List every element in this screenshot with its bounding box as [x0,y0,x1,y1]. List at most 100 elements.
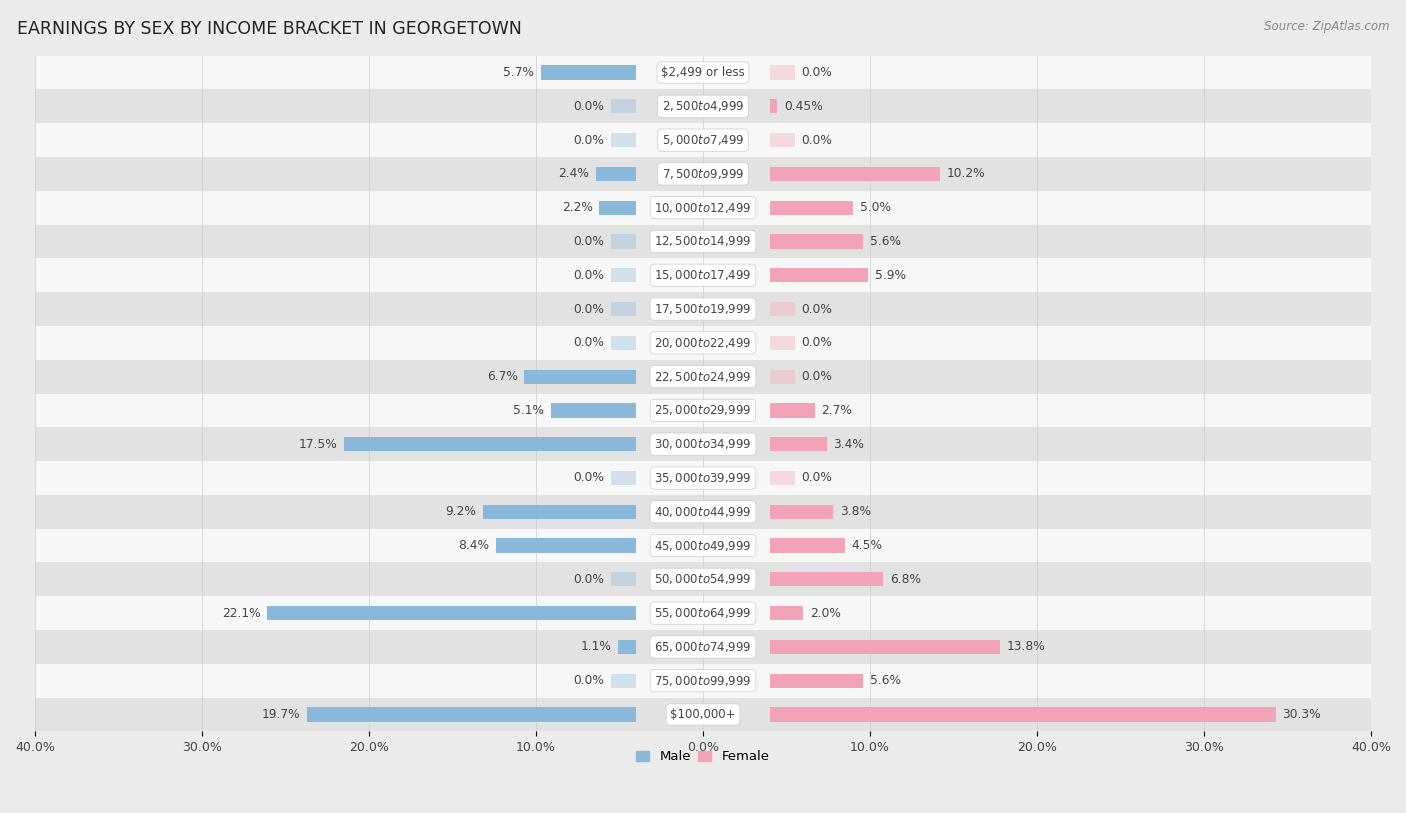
Bar [770,370,794,384]
Text: $2,500 to $4,999: $2,500 to $4,999 [662,99,744,113]
Text: 4.5%: 4.5% [852,539,883,552]
Text: 19.7%: 19.7% [262,708,301,721]
Text: 0.0%: 0.0% [574,133,605,146]
Text: $55,000 to $64,999: $55,000 to $64,999 [654,606,752,620]
Bar [35,461,1371,495]
Bar [770,268,869,282]
Bar [612,234,636,249]
Text: $30,000 to $34,999: $30,000 to $34,999 [654,437,752,451]
Bar [496,538,636,553]
Bar [770,606,803,620]
Bar [770,640,1000,654]
Bar [524,370,636,384]
Text: 6.8%: 6.8% [890,573,921,586]
Text: 5.0%: 5.0% [860,201,891,214]
Text: $7,500 to $9,999: $7,500 to $9,999 [662,167,744,181]
Text: 0.0%: 0.0% [574,674,605,687]
Text: 9.2%: 9.2% [444,505,475,518]
Text: 5.7%: 5.7% [503,66,534,79]
Bar [541,66,636,80]
Bar [770,538,845,553]
Bar [612,674,636,688]
Bar [612,99,636,114]
Text: 0.0%: 0.0% [801,66,832,79]
Text: $65,000 to $74,999: $65,000 to $74,999 [654,640,752,654]
Legend: Male, Female: Male, Female [631,746,775,769]
Text: 2.7%: 2.7% [821,404,852,417]
Text: 8.4%: 8.4% [458,539,489,552]
Text: 5.6%: 5.6% [870,674,901,687]
Bar [770,66,794,80]
Text: $50,000 to $54,999: $50,000 to $54,999 [654,572,752,586]
Bar [612,302,636,316]
Bar [612,471,636,485]
Text: 0.0%: 0.0% [574,100,605,113]
Bar [770,99,778,114]
Bar [35,224,1371,259]
Text: 0.0%: 0.0% [801,133,832,146]
Bar [482,505,636,519]
Bar [344,437,636,451]
Text: $17,500 to $19,999: $17,500 to $19,999 [654,302,752,316]
Bar [267,606,636,620]
Bar [770,201,853,215]
Text: 5.6%: 5.6% [870,235,901,248]
Bar [35,191,1371,224]
Bar [599,201,636,215]
Text: 0.0%: 0.0% [574,337,605,350]
Bar [770,336,794,350]
Text: 3.4%: 3.4% [834,437,865,450]
Text: 10.2%: 10.2% [946,167,986,180]
Bar [612,268,636,282]
Text: $45,000 to $49,999: $45,000 to $49,999 [654,538,752,553]
Bar [770,707,1275,722]
Bar [35,428,1371,461]
Bar [35,157,1371,191]
Text: 0.0%: 0.0% [801,472,832,485]
Bar [35,495,1371,528]
Text: 13.8%: 13.8% [1007,641,1046,654]
Bar [35,259,1371,292]
Bar [35,326,1371,359]
Bar [35,359,1371,393]
Bar [551,403,636,418]
Bar [35,292,1371,326]
Text: 1.1%: 1.1% [581,641,612,654]
Text: 30.3%: 30.3% [1282,708,1322,721]
Text: 17.5%: 17.5% [298,437,337,450]
Bar [612,572,636,586]
Bar [35,89,1371,124]
Bar [770,437,827,451]
Bar [35,393,1371,428]
Text: $22,500 to $24,999: $22,500 to $24,999 [654,370,752,384]
Text: 0.0%: 0.0% [574,235,605,248]
Bar [35,630,1371,663]
Text: $10,000 to $12,499: $10,000 to $12,499 [654,201,752,215]
Text: 5.9%: 5.9% [875,269,905,282]
Text: EARNINGS BY SEX BY INCOME BRACKET IN GEORGETOWN: EARNINGS BY SEX BY INCOME BRACKET IN GEO… [17,20,522,38]
Text: 0.0%: 0.0% [574,302,605,315]
Text: 0.0%: 0.0% [574,269,605,282]
Bar [35,55,1371,89]
Text: 2.0%: 2.0% [810,606,841,620]
Text: 0.0%: 0.0% [801,370,832,383]
Bar [35,698,1371,732]
Bar [770,234,863,249]
Bar [35,124,1371,157]
Bar [770,403,815,418]
Bar [617,640,636,654]
Text: $12,500 to $14,999: $12,500 to $14,999 [654,234,752,249]
Bar [35,563,1371,596]
Bar [770,167,941,181]
Bar [307,707,636,722]
Text: 0.0%: 0.0% [574,573,605,586]
Text: $2,499 or less: $2,499 or less [661,66,745,79]
Text: 0.45%: 0.45% [785,100,823,113]
Text: $15,000 to $17,499: $15,000 to $17,499 [654,268,752,282]
Text: 22.1%: 22.1% [222,606,260,620]
Text: 6.7%: 6.7% [486,370,517,383]
Bar [612,336,636,350]
Text: 2.4%: 2.4% [558,167,589,180]
Bar [35,596,1371,630]
Text: 0.0%: 0.0% [574,472,605,485]
